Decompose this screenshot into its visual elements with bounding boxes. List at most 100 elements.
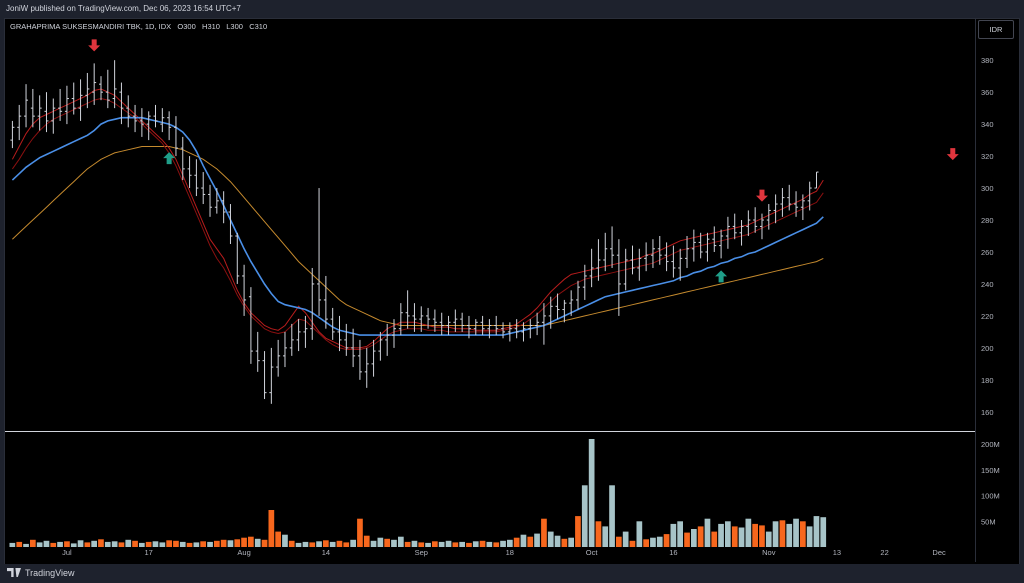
currency-button[interactable]: IDR <box>978 20 1014 39</box>
volume-bar <box>384 538 390 547</box>
volume-bar <box>806 526 813 547</box>
volume-bar <box>820 517 827 547</box>
time-axis[interactable]: Jul 17 Aug 14 Sep 18 Oct 16 Nov 13 22 Dec <box>62 548 946 557</box>
ohlc-bar <box>746 210 751 236</box>
ohlc-bar <box>58 88 63 121</box>
price-tick-label: 240 <box>981 280 994 289</box>
volume-bar <box>254 538 261 547</box>
volume-bar <box>261 539 268 547</box>
volume-bar <box>520 534 527 547</box>
ohlc-bar <box>739 220 744 246</box>
price-tick-label: 340 <box>981 120 994 129</box>
volume-bar <box>179 541 186 547</box>
ohlc-bar <box>112 60 117 109</box>
ohlc-bar <box>276 339 281 377</box>
volume-bar <box>111 541 118 547</box>
ohlc-bar <box>535 312 540 336</box>
volume-bar <box>139 542 145 547</box>
volume-bar <box>541 518 547 547</box>
tradingview-logo[interactable]: TradingView <box>7 568 75 578</box>
ohlc-bar <box>596 239 601 281</box>
ohlc-bar <box>657 236 662 265</box>
low-label: L <box>226 22 231 31</box>
ohlc-bar <box>98 76 103 101</box>
ohlc-bar <box>603 232 608 272</box>
price-pane[interactable] <box>5 39 975 432</box>
ohlc-bar <box>773 194 778 224</box>
ohlc-bar <box>637 248 642 281</box>
ohlc-bar <box>282 331 287 368</box>
ohlc-bar <box>610 226 615 268</box>
ema-red-slow-line <box>11 97 824 350</box>
volume-bar <box>486 541 493 547</box>
volume-bar <box>479 540 486 547</box>
down-arrow-icon <box>946 148 959 161</box>
volume-bar <box>459 541 465 547</box>
volume-bar <box>656 536 663 547</box>
volume-bar <box>629 540 636 547</box>
price-axis[interactable]: 160 180 200 220 240 260 280 300 320 340 360 380 50M 1… <box>975 19 1000 562</box>
time-tick-label: 22 <box>880 548 888 557</box>
ohlc-bar <box>507 322 512 342</box>
ohlc-bar <box>105 69 110 109</box>
ohlc-bar <box>228 204 233 244</box>
price-tick-label: 200 <box>981 344 994 353</box>
ohlc-bar <box>296 319 301 352</box>
price-chart[interactable]: 160 180 200 220 240 260 280 300 320 340 360 380 50M 1… <box>5 19 1017 562</box>
ohlc-bar <box>289 323 294 356</box>
volume-bar <box>30 539 36 547</box>
volume-bar <box>425 542 431 547</box>
volume-bar <box>745 518 752 547</box>
ohlc-bar <box>167 111 172 141</box>
ohlc-bar <box>262 351 267 400</box>
volume-bar <box>472 541 479 547</box>
volume-bar <box>438 541 445 547</box>
volume-bar <box>759 525 765 547</box>
volume-bar <box>282 534 288 547</box>
time-tick-label: Sep <box>415 548 428 557</box>
volume-bar <box>77 540 84 547</box>
volume-bar <box>316 541 322 547</box>
volume-bar <box>616 536 622 547</box>
ohlc-bar <box>146 111 151 141</box>
footer-bar: TradingView <box>0 564 1024 583</box>
ohlc-bar <box>712 226 717 252</box>
chart-frame[interactable] <box>4 18 1020 565</box>
volume-bar <box>350 539 356 547</box>
volume-bar <box>309 542 316 547</box>
brand-name: TradingView <box>25 568 75 578</box>
time-tick-label: 18 <box>506 548 514 557</box>
volume-bar <box>152 541 159 547</box>
volume-bar <box>23 543 29 547</box>
volume-bar <box>725 521 731 547</box>
ohlc-bar <box>351 328 356 368</box>
volume-bar <box>772 521 779 547</box>
volume-bar <box>731 526 738 547</box>
ohlc-bar <box>24 84 29 128</box>
volume-bar <box>132 540 138 547</box>
ohlc-bar <box>787 184 792 211</box>
volume-pane[interactable] <box>9 439 827 547</box>
volume-bar <box>738 527 745 547</box>
time-tick-label: 17 <box>145 548 153 557</box>
ohlc-bar <box>153 104 158 128</box>
ohlc-bar <box>85 72 90 109</box>
symbol-legend: GRAHAPRIMA SUKSESMANDIRI TBK, 1D, IDX O3… <box>10 22 267 31</box>
ohlc-bar <box>501 322 506 339</box>
volume-bar <box>166 540 172 547</box>
price-tick-label: 280 <box>981 216 994 225</box>
ohlc-bar <box>814 171 819 189</box>
volume-bar <box>104 541 111 547</box>
ohlc-bar <box>392 319 397 348</box>
volume-bar <box>118 542 125 547</box>
volume-bar <box>288 540 295 547</box>
volume-bar <box>370 540 377 547</box>
ohlc-bar <box>242 264 247 316</box>
volume-bar <box>418 542 425 547</box>
volume-bar <box>43 540 50 547</box>
volume-tick-label: 100M <box>981 492 1000 501</box>
ohlc-bar <box>71 82 76 115</box>
down-arrow-icon <box>88 39 101 52</box>
price-tick-label: 260 <box>981 248 994 257</box>
time-tick-label: Oct <box>586 548 599 557</box>
